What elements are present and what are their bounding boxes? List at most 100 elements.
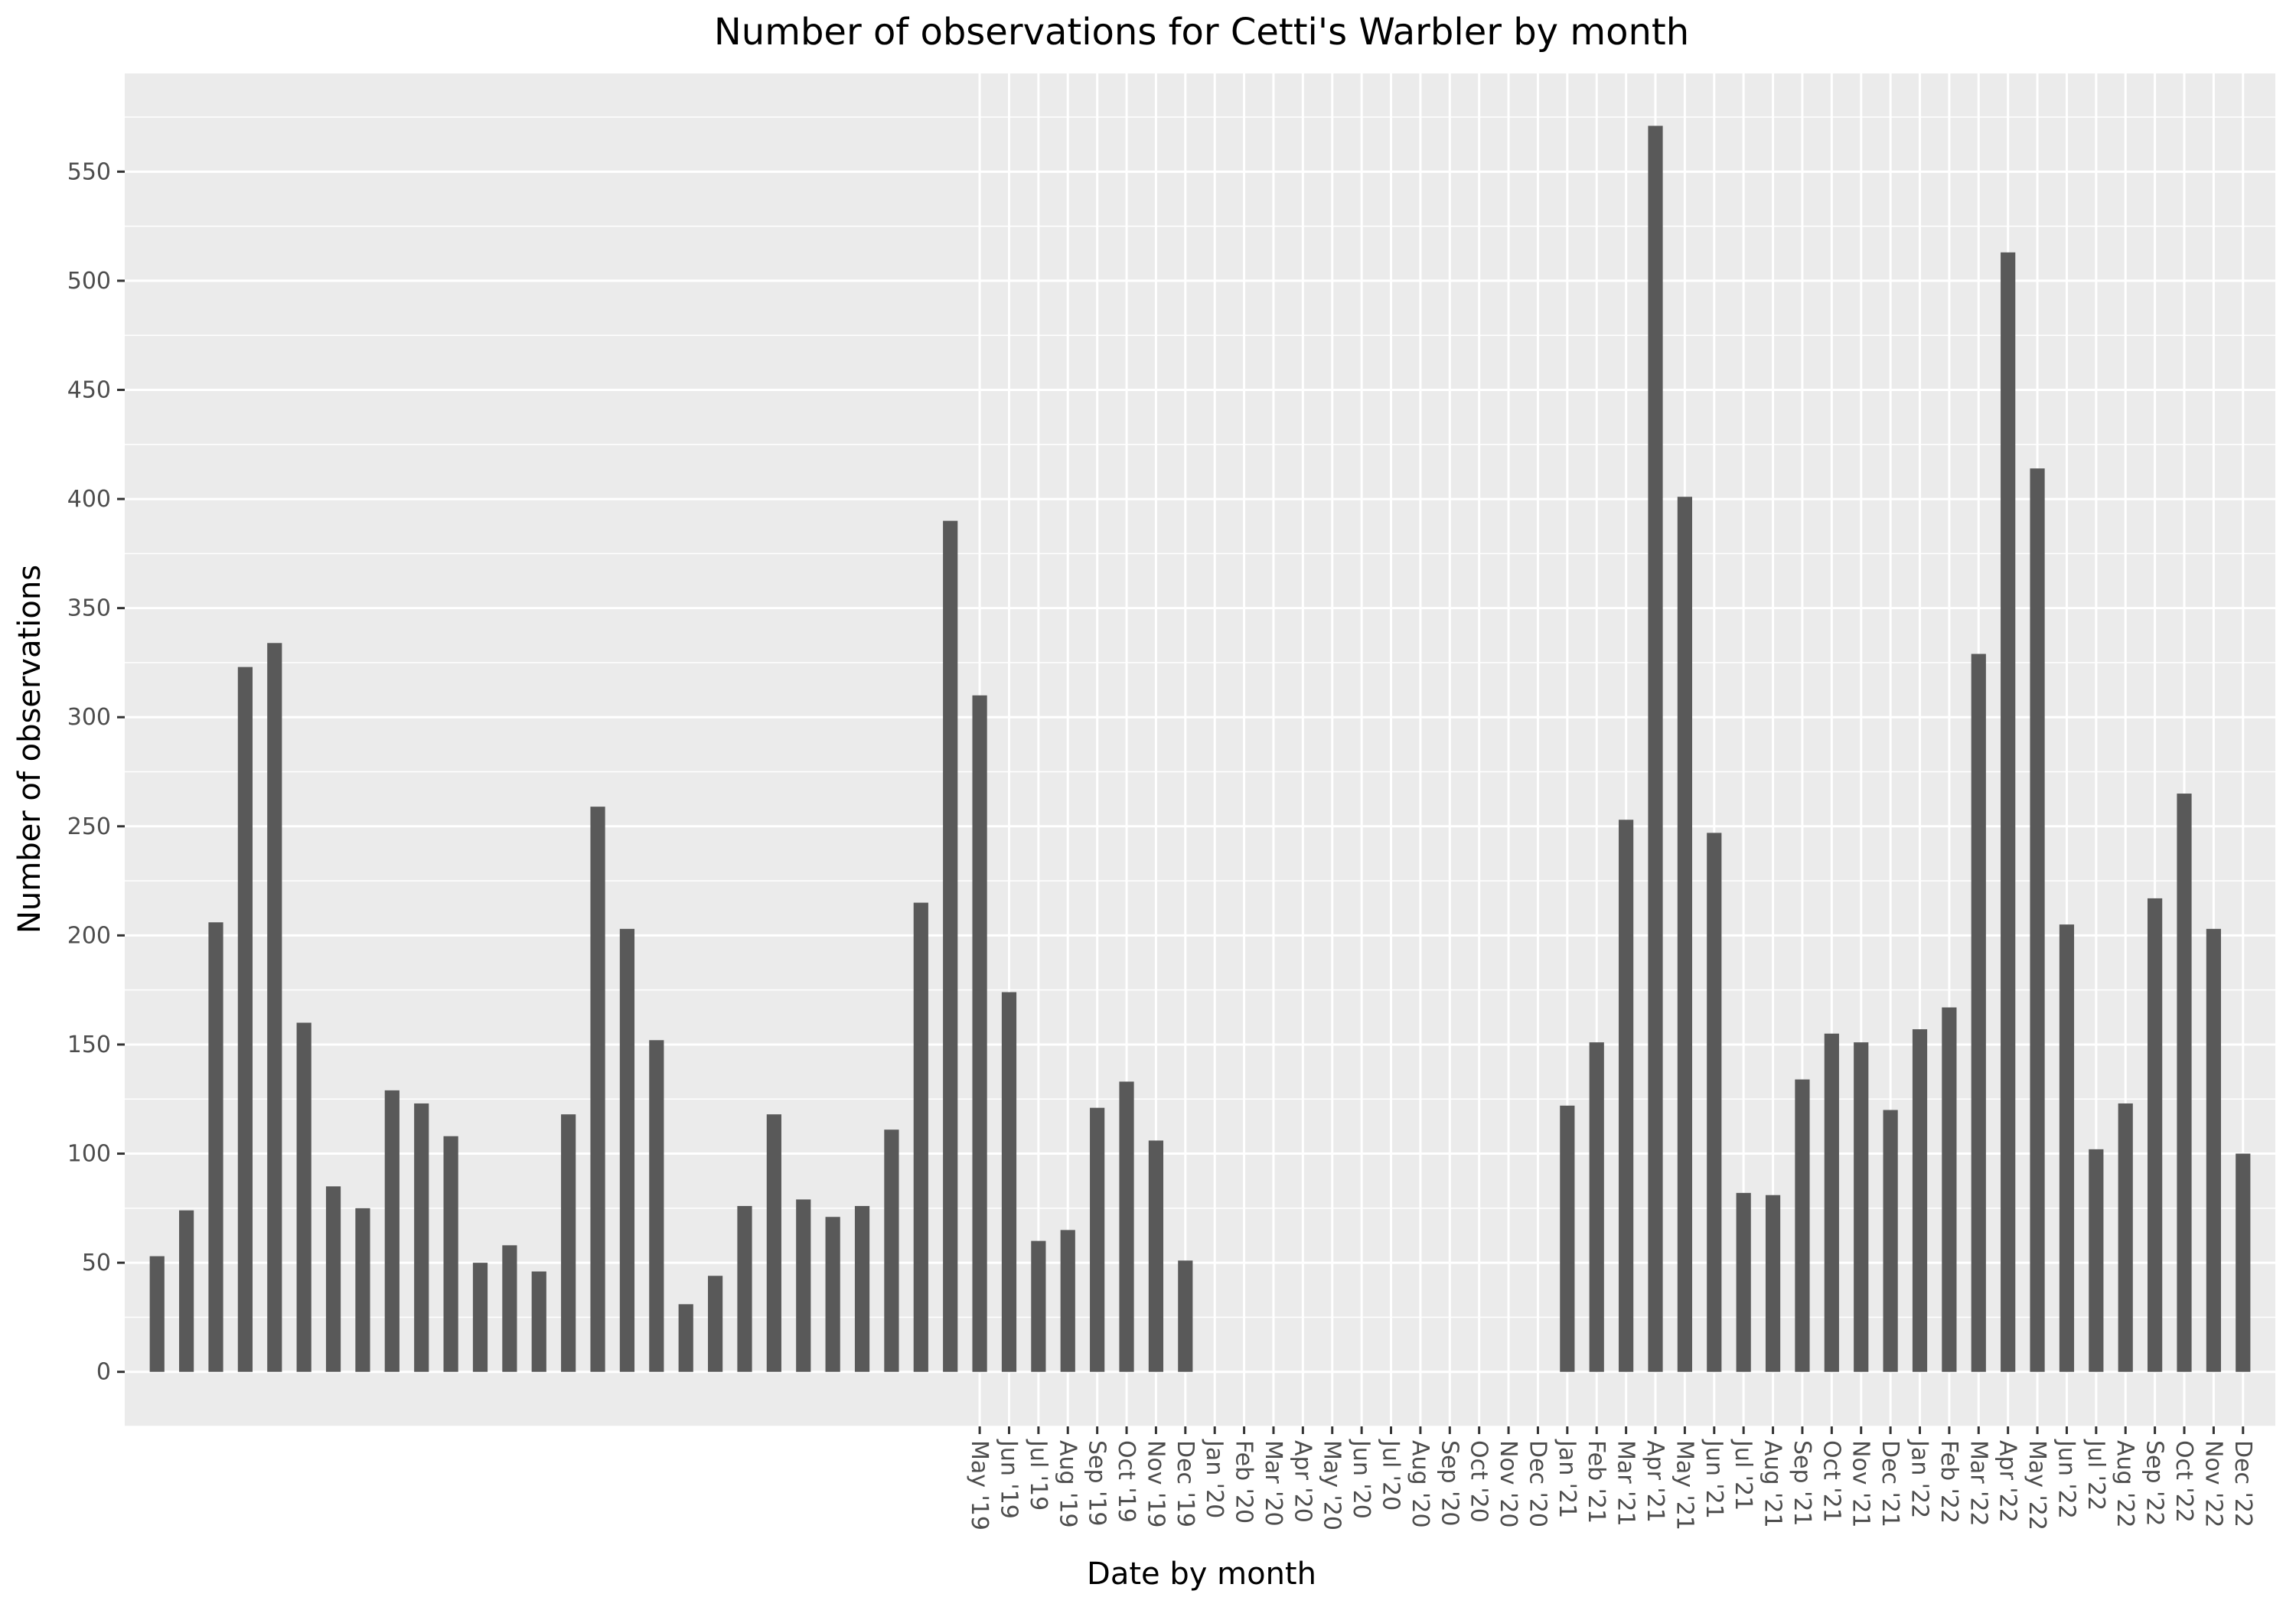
x-tick-label: Jun '19 [995, 1439, 1022, 1519]
x-tick-label: Nov '21 [1848, 1440, 1874, 1528]
x-tick-label: Dec '20 [1524, 1440, 1551, 1527]
x-tick-label: Aug '19 [1054, 1440, 1081, 1528]
x-tick-label: May '22 [2024, 1440, 2050, 1530]
x-tick-label: Aug '22 [2112, 1440, 2138, 1528]
bar [1883, 1110, 1898, 1372]
x-tick-label: Mar '21 [1613, 1440, 1639, 1527]
x-tick-label: Nov '20 [1495, 1440, 1521, 1528]
bar [678, 1304, 693, 1372]
x-tick-label: Oct '20 [1466, 1440, 1492, 1523]
x-tick-label: Nov '22 [2200, 1440, 2226, 1528]
bar [943, 520, 958, 1372]
bar [1854, 1042, 1869, 1372]
x-tick-label: Sep '20 [1436, 1440, 1463, 1527]
bar [1560, 1105, 1575, 1372]
x-tick-label: Jun '22 [2053, 1439, 2079, 1519]
bar [1619, 820, 1634, 1372]
x-tick-label: Dec '22 [2229, 1440, 2256, 1527]
bar [472, 1263, 488, 1372]
y-tick-label: 300 [67, 704, 111, 731]
y-tick-label: 450 [67, 376, 111, 403]
x-tick-label: Jan '21 [1554, 1439, 1580, 1518]
bar [208, 922, 223, 1372]
bar [1677, 497, 1692, 1372]
bar [2059, 924, 2075, 1372]
bar [2001, 252, 2016, 1372]
bar [2206, 928, 2221, 1372]
bar [296, 1022, 311, 1372]
x-tick-label: Jul '22 [2082, 1439, 2109, 1511]
bar [649, 1040, 664, 1372]
x-tick-label: Jul '21 [1730, 1439, 1756, 1511]
x-tick-label: Feb '22 [1936, 1440, 1962, 1524]
bar [2236, 1153, 2251, 1372]
bar [1119, 1081, 1134, 1372]
x-axis: May '19 Jun '19 Jul '19 Aug '19 Sep '19 Oct '… [966, 1426, 2256, 1530]
bar [1589, 1042, 1604, 1372]
x-tick-label: Oct '21 [1818, 1440, 1844, 1523]
y-tick-label: 250 [67, 813, 111, 840]
bar [1736, 1192, 1751, 1372]
bar [2030, 468, 2045, 1372]
bar [1648, 125, 1663, 1372]
bar [1824, 1033, 1839, 1372]
chart-title: Number of observations for Cetti's Warbl… [714, 11, 1689, 54]
bar [325, 1186, 341, 1372]
x-tick-label: Nov '19 [1142, 1440, 1169, 1528]
bar [1971, 654, 1986, 1372]
bar [1942, 1007, 1957, 1372]
bar [1148, 1140, 1164, 1372]
x-tick-label: Aug '21 [1760, 1440, 1786, 1528]
x-tick-label: Apr '20 [1289, 1440, 1316, 1523]
x-tick-label: Dec '21 [1877, 1440, 1903, 1527]
x-tick-label: Mar '20 [1260, 1440, 1287, 1527]
y-tick-label: 100 [67, 1141, 111, 1168]
bar [1090, 1107, 1105, 1372]
bar [414, 1103, 429, 1372]
bar [766, 1114, 781, 1372]
x-tick-label: Mar '22 [1965, 1440, 1991, 1527]
x-tick-label: Sep '19 [1084, 1440, 1110, 1527]
y-axis: 0 50 100 150 200 250 300 350 400 450 500 550 [67, 158, 125, 1386]
x-tick-label: May '21 [1671, 1440, 1698, 1530]
bar [502, 1245, 517, 1372]
y-tick-label: 50 [82, 1250, 111, 1276]
bar [384, 1090, 400, 1372]
bar [561, 1114, 576, 1372]
x-tick-label: Feb '21 [1583, 1440, 1609, 1524]
bar [443, 1136, 458, 1372]
x-tick-label: Oct '22 [2170, 1440, 2197, 1523]
bar [825, 1217, 840, 1372]
bar [1178, 1260, 1193, 1372]
bar [179, 1210, 194, 1372]
bar [1060, 1230, 1075, 1372]
bar [972, 695, 987, 1372]
x-tick-label: May '19 [966, 1440, 993, 1530]
bar [1031, 1240, 1046, 1372]
y-tick-label: 550 [67, 158, 111, 185]
y-axis-title: Number of observations [12, 565, 47, 934]
x-tick-label: Sep '21 [1789, 1440, 1815, 1527]
y-tick-label: 400 [67, 486, 111, 513]
bar [531, 1271, 546, 1372]
x-tick-label: Apr '22 [1994, 1440, 2021, 1523]
x-tick-label: Aug '20 [1407, 1440, 1433, 1528]
y-tick-label: 350 [67, 595, 111, 622]
bar [355, 1208, 370, 1372]
bar [1795, 1079, 1810, 1372]
x-tick-label: Apr '21 [1642, 1440, 1668, 1523]
x-tick-label: Jul '19 [1025, 1439, 1052, 1511]
x-tick-label: Dec '19 [1172, 1440, 1199, 1527]
x-tick-label: Jul '20 [1378, 1439, 1404, 1511]
grid-lines [125, 73, 2275, 1427]
bar [737, 1205, 752, 1372]
bar [619, 928, 635, 1372]
y-tick-label: 150 [67, 1032, 111, 1058]
x-axis-title: Date by month [1087, 1556, 1316, 1592]
bar [708, 1276, 723, 1372]
x-tick-label: Jan '20 [1201, 1439, 1228, 1518]
x-tick-label: Jan '22 [1906, 1439, 1933, 1518]
y-tick-label: 0 [96, 1359, 111, 1386]
bar [1001, 992, 1017, 1372]
